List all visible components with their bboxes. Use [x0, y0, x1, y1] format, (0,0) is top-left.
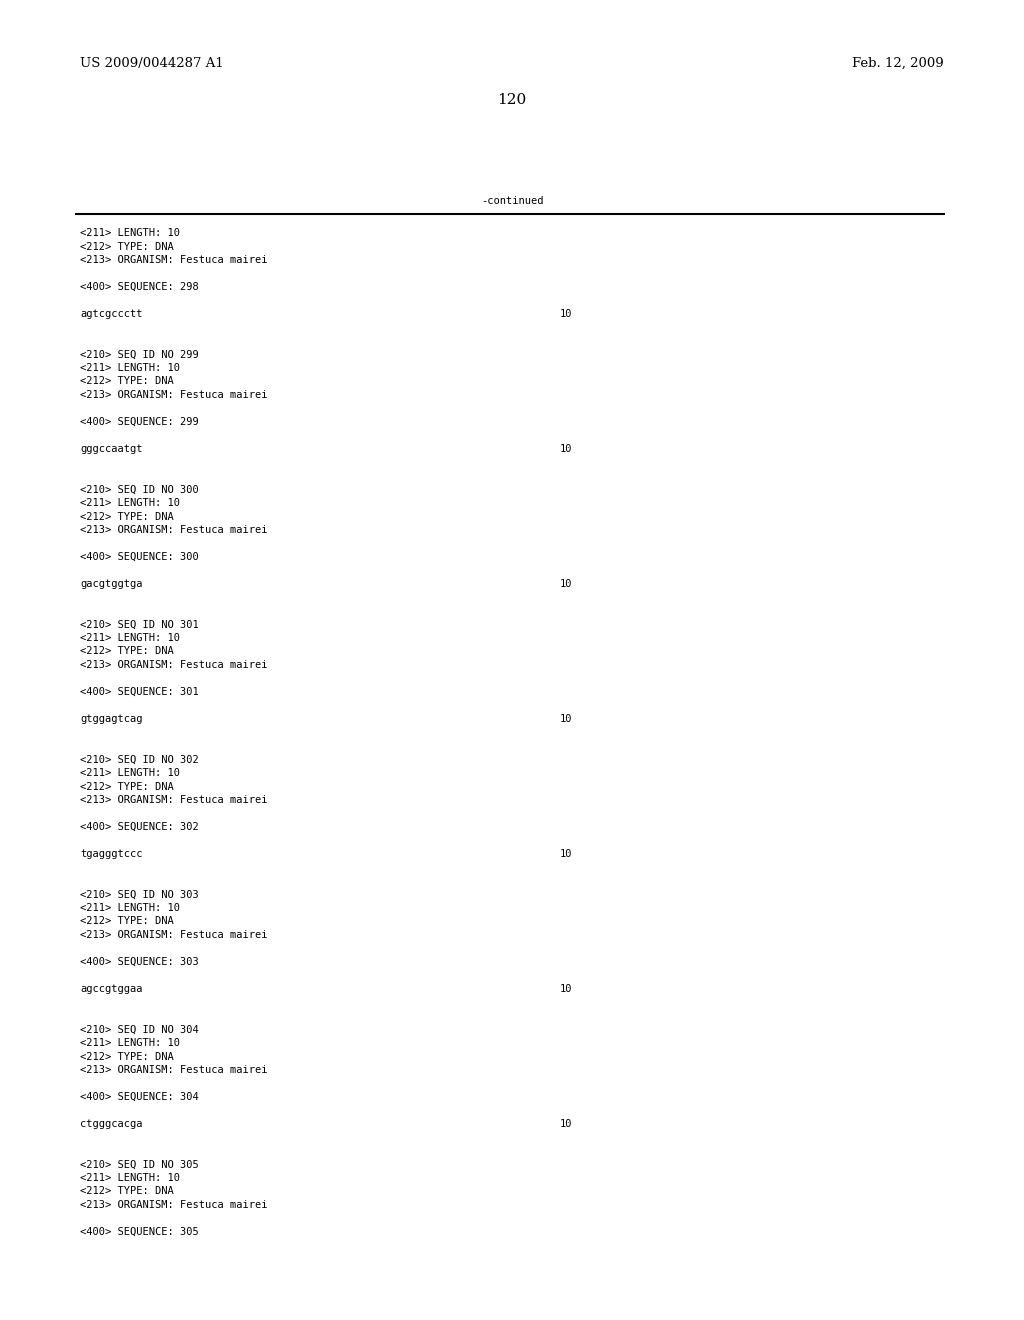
- Text: <400> SEQUENCE: 298: <400> SEQUENCE: 298: [80, 282, 199, 292]
- Text: gtggagtcag: gtggagtcag: [80, 714, 142, 723]
- Text: 10: 10: [560, 444, 572, 454]
- Text: <213> ORGANISM: Festuca mairei: <213> ORGANISM: Festuca mairei: [80, 795, 267, 805]
- Text: gacgtggtga: gacgtggtga: [80, 579, 142, 589]
- Text: <211> LENGTH: 10: <211> LENGTH: 10: [80, 1173, 180, 1183]
- Text: <210> SEQ ID NO 305: <210> SEQ ID NO 305: [80, 1159, 199, 1170]
- Text: <213> ORGANISM: Festuca mairei: <213> ORGANISM: Festuca mairei: [80, 1065, 267, 1074]
- Text: <210> SEQ ID NO 303: <210> SEQ ID NO 303: [80, 890, 199, 899]
- Text: <210> SEQ ID NO 299: <210> SEQ ID NO 299: [80, 350, 199, 359]
- Text: <211> LENGTH: 10: <211> LENGTH: 10: [80, 903, 180, 913]
- Text: <212> TYPE: DNA: <212> TYPE: DNA: [80, 647, 174, 656]
- Text: <213> ORGANISM: Festuca mairei: <213> ORGANISM: Festuca mairei: [80, 525, 267, 535]
- Text: <212> TYPE: DNA: <212> TYPE: DNA: [80, 1052, 174, 1061]
- Text: <213> ORGANISM: Festuca mairei: <213> ORGANISM: Festuca mairei: [80, 1200, 267, 1210]
- Text: 10: 10: [560, 579, 572, 589]
- Text: agtcgccctt: agtcgccctt: [80, 309, 142, 319]
- Text: <210> SEQ ID NO 301: <210> SEQ ID NO 301: [80, 619, 199, 630]
- Text: <212> TYPE: DNA: <212> TYPE: DNA: [80, 376, 174, 387]
- Text: tgagggtccc: tgagggtccc: [80, 849, 142, 859]
- Text: <400> SEQUENCE: 299: <400> SEQUENCE: 299: [80, 417, 199, 426]
- Text: <213> ORGANISM: Festuca mairei: <213> ORGANISM: Festuca mairei: [80, 389, 267, 400]
- Text: <400> SEQUENCE: 305: <400> SEQUENCE: 305: [80, 1228, 199, 1237]
- Text: agccgtggaa: agccgtggaa: [80, 983, 142, 994]
- Text: <212> TYPE: DNA: <212> TYPE: DNA: [80, 511, 174, 521]
- Text: <212> TYPE: DNA: <212> TYPE: DNA: [80, 916, 174, 927]
- Text: <211> LENGTH: 10: <211> LENGTH: 10: [80, 1038, 180, 1048]
- Text: 10: 10: [560, 983, 572, 994]
- Text: <211> LENGTH: 10: <211> LENGTH: 10: [80, 363, 180, 374]
- Text: US 2009/0044287 A1: US 2009/0044287 A1: [80, 57, 224, 70]
- Text: 10: 10: [560, 849, 572, 859]
- Text: <213> ORGANISM: Festuca mairei: <213> ORGANISM: Festuca mairei: [80, 931, 267, 940]
- Text: <400> SEQUENCE: 302: <400> SEQUENCE: 302: [80, 822, 199, 832]
- Text: ctgggcacga: ctgggcacga: [80, 1119, 142, 1129]
- Text: <400> SEQUENCE: 301: <400> SEQUENCE: 301: [80, 686, 199, 697]
- Text: Feb. 12, 2009: Feb. 12, 2009: [852, 57, 944, 70]
- Text: <211> LENGTH: 10: <211> LENGTH: 10: [80, 228, 180, 238]
- Text: 10: 10: [560, 309, 572, 319]
- Text: 120: 120: [498, 92, 526, 107]
- Text: <213> ORGANISM: Festuca mairei: <213> ORGANISM: Festuca mairei: [80, 255, 267, 265]
- Text: <211> LENGTH: 10: <211> LENGTH: 10: [80, 768, 180, 777]
- Text: <212> TYPE: DNA: <212> TYPE: DNA: [80, 242, 174, 252]
- Text: <400> SEQUENCE: 303: <400> SEQUENCE: 303: [80, 957, 199, 968]
- Text: <212> TYPE: DNA: <212> TYPE: DNA: [80, 781, 174, 792]
- Text: <400> SEQUENCE: 304: <400> SEQUENCE: 304: [80, 1092, 199, 1102]
- Text: <211> LENGTH: 10: <211> LENGTH: 10: [80, 498, 180, 508]
- Text: <210> SEQ ID NO 304: <210> SEQ ID NO 304: [80, 1024, 199, 1035]
- Text: <400> SEQUENCE: 300: <400> SEQUENCE: 300: [80, 552, 199, 562]
- Text: 10: 10: [560, 714, 572, 723]
- Text: 10: 10: [560, 1119, 572, 1129]
- Text: <210> SEQ ID NO 300: <210> SEQ ID NO 300: [80, 484, 199, 495]
- Text: <211> LENGTH: 10: <211> LENGTH: 10: [80, 634, 180, 643]
- Text: <212> TYPE: DNA: <212> TYPE: DNA: [80, 1187, 174, 1196]
- Text: gggccaatgt: gggccaatgt: [80, 444, 142, 454]
- Text: <213> ORGANISM: Festuca mairei: <213> ORGANISM: Festuca mairei: [80, 660, 267, 671]
- Text: <210> SEQ ID NO 302: <210> SEQ ID NO 302: [80, 755, 199, 764]
- Text: -continued: -continued: [480, 195, 544, 206]
